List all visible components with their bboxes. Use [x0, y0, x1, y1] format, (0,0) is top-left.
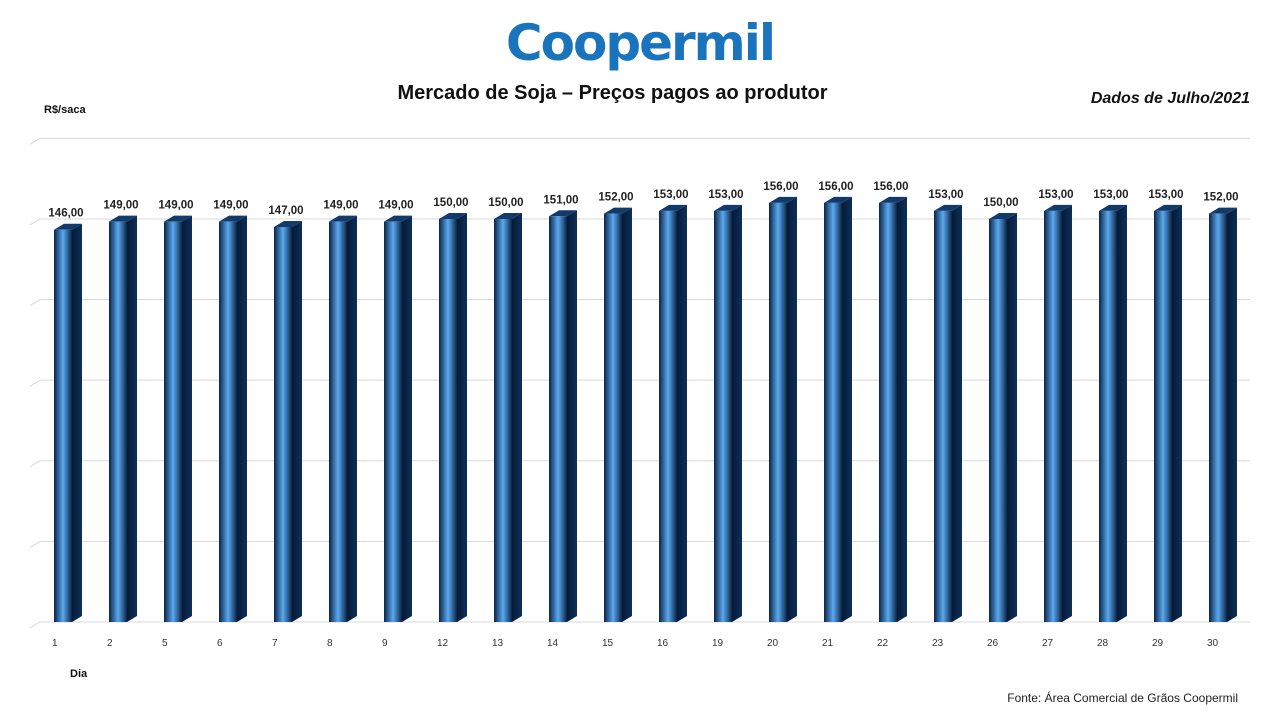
x-tick-label: 20 — [767, 638, 779, 649]
value-label: 149,00 — [158, 200, 193, 212]
value-label: 150,00 — [983, 197, 1018, 209]
x-tick-label: 2 — [107, 638, 113, 649]
bar — [659, 204, 687, 622]
x-tick-label: 15 — [602, 638, 614, 649]
x-tick-label: 9 — [382, 638, 388, 649]
period-label: Dados de Julho/2021 — [1090, 90, 1250, 107]
x-tick-label: 21 — [822, 638, 834, 649]
x-tick-label: 23 — [932, 638, 944, 649]
grid-line — [29, 621, 1250, 629]
bar — [879, 196, 907, 622]
source-note: Fonte: Área Comercial de Grãos Coopermil — [1007, 691, 1238, 705]
x-tick-label: 22 — [877, 638, 889, 649]
x-tick-label: 16 — [657, 638, 669, 649]
bar — [769, 196, 797, 622]
y-axis-label: R$/saca — [44, 104, 86, 116]
grid-line — [29, 137, 1250, 145]
x-tick-label: 30 — [1207, 638, 1219, 649]
x-tick-label: 13 — [492, 638, 504, 649]
x-tick-label: 29 — [1152, 638, 1164, 649]
value-labels: 146,00 149,00 149,00 149,00 147,00 149,00 149,… — [48, 181, 1238, 220]
chart-title: Mercado de Soja – Preços pagos ao produt… — [397, 82, 828, 104]
x-tick-label: 6 — [217, 638, 223, 649]
bar — [824, 196, 852, 622]
bar — [1154, 204, 1182, 622]
x-tick-labels: 1 2 5 6 7 8 9 12 13 14 15 16 19 20 21 22 23 26 27 28 29 30 — [52, 638, 1219, 649]
value-label: 152,00 — [598, 192, 633, 204]
x-tick-label: 12 — [437, 638, 449, 649]
bar — [714, 204, 742, 622]
value-label: 153,00 — [708, 189, 743, 201]
bar — [384, 215, 412, 622]
coopermil-logo: Coopermil — [505, 14, 776, 72]
value-label: 149,00 — [103, 200, 138, 212]
value-label: 151,00 — [543, 194, 578, 206]
bar — [329, 215, 357, 622]
value-label: 149,00 — [323, 200, 358, 212]
bars — [54, 196, 1237, 623]
value-label: 153,00 — [1038, 189, 1073, 201]
x-tick-label: 8 — [327, 638, 333, 649]
bar — [164, 215, 192, 622]
value-label: 156,00 — [763, 181, 798, 193]
x-tick-label: 5 — [162, 638, 168, 649]
value-label: 153,00 — [653, 189, 688, 201]
x-tick-label: 19 — [712, 638, 724, 649]
bar — [549, 210, 577, 622]
x-axis-label: Dia — [70, 668, 88, 680]
bar — [494, 212, 522, 622]
value-label: 156,00 — [818, 181, 853, 193]
bar — [54, 223, 82, 622]
bar — [1099, 204, 1127, 622]
bar — [1044, 204, 1072, 622]
x-tick-label: 26 — [987, 638, 999, 649]
value-label: 152,00 — [1203, 192, 1238, 204]
value-label: 149,00 — [378, 200, 413, 212]
bar — [109, 215, 137, 622]
x-tick-label: 14 — [547, 638, 559, 649]
value-label: 153,00 — [928, 189, 963, 201]
bar — [934, 204, 962, 622]
value-label: 150,00 — [433, 197, 468, 209]
bar — [989, 212, 1017, 622]
x-tick-label: 27 — [1042, 638, 1054, 649]
x-tick-label: 1 — [52, 638, 58, 649]
bar — [274, 221, 302, 623]
value-label: 153,00 — [1148, 189, 1183, 201]
value-label: 153,00 — [1093, 189, 1128, 201]
bar — [604, 207, 632, 623]
bar — [1209, 207, 1237, 623]
value-label: 146,00 — [48, 208, 83, 220]
x-tick-label: 28 — [1097, 638, 1109, 649]
bar — [219, 215, 247, 622]
value-label: 150,00 — [488, 197, 523, 209]
value-label: 147,00 — [268, 205, 303, 217]
value-label: 149,00 — [213, 200, 248, 212]
value-label: 156,00 — [873, 181, 908, 193]
bar — [439, 212, 467, 622]
x-tick-label: 7 — [272, 638, 278, 649]
